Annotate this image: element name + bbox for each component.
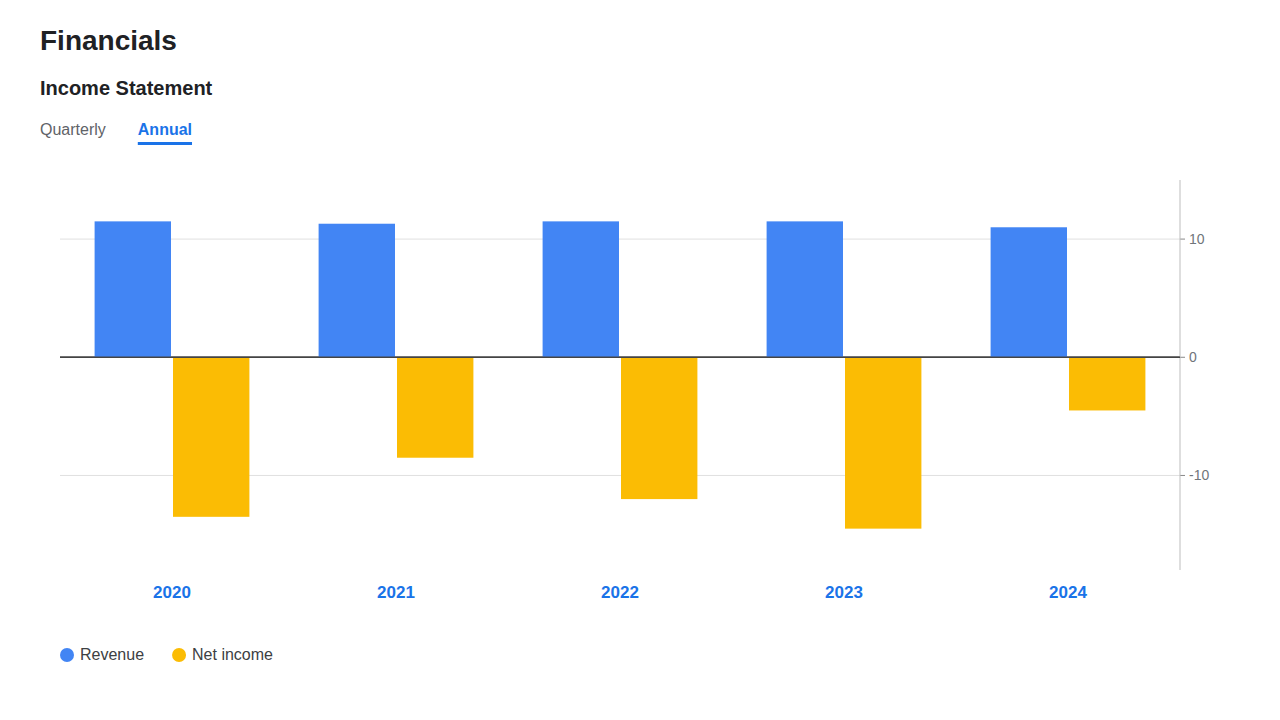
bar (319, 224, 395, 358)
tick-label: -10 (1189, 467, 1209, 483)
bar (767, 221, 843, 357)
zero-line (60, 357, 1180, 358)
legend-label: Revenue (80, 646, 144, 663)
title: Financials (40, 25, 177, 56)
bars (95, 221, 1146, 528)
category-label: 2023 (825, 583, 863, 602)
bar (95, 221, 171, 357)
tab-underline (138, 142, 192, 145)
bar (1069, 357, 1145, 410)
y-axis-line (1180, 180, 1181, 570)
tick-mark (1180, 357, 1185, 358)
bar (991, 227, 1067, 357)
legend-swatch (60, 648, 74, 662)
category-label: 2020 (153, 583, 191, 602)
tab-label: Quarterly (40, 121, 106, 138)
tab-label: Annual (138, 121, 192, 138)
legend-label: Net income (192, 646, 273, 663)
legend-swatch (172, 648, 186, 662)
bar (543, 221, 619, 357)
bar (173, 357, 249, 517)
bar (845, 357, 921, 528)
bar (397, 357, 473, 457)
bar (621, 357, 697, 499)
tick-label: 10 (1189, 231, 1205, 247)
category-label: 2024 (1049, 583, 1087, 602)
chart-root: Financials Income Statement Quarterly Annua… (0, 0, 1280, 720)
tick-mark (1180, 239, 1185, 240)
zero-line (60, 357, 1180, 358)
background (0, 0, 1280, 720)
tick-mark (1180, 475, 1185, 476)
subtitle: Income Statement (40, 77, 213, 99)
tick-label: 0 (1189, 349, 1197, 365)
category-label: 2022 (601, 583, 639, 602)
legend: Revenue Net income (60, 646, 273, 663)
chart-svg: Financials Income Statement Quarterly Annua… (0, 0, 1280, 720)
category-label: 2021 (377, 583, 415, 602)
